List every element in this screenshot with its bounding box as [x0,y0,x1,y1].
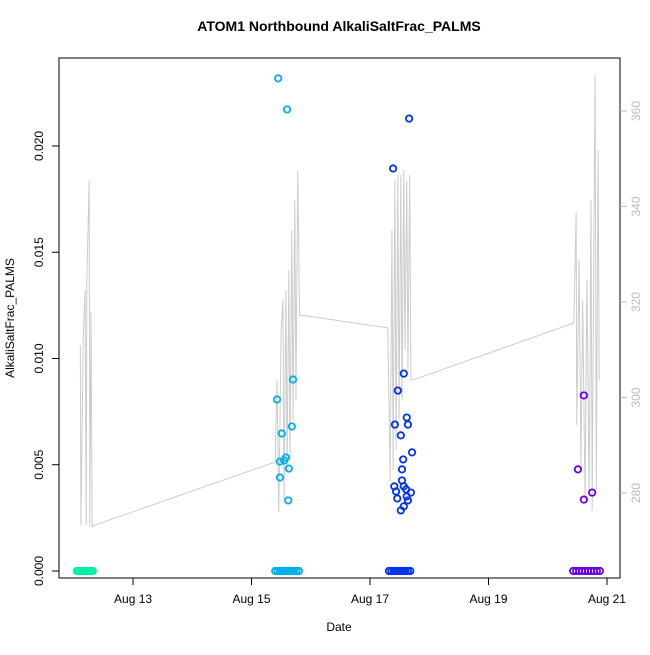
scatter-point [403,496,413,505]
y-tick-label: 0.010 [32,343,46,373]
scatter-point [588,488,597,497]
plot-frame [58,57,621,579]
x-tick-label: Aug 17 [351,592,389,606]
scatter-point [390,420,399,429]
line-series [79,74,600,528]
x-tick-label: Aug 19 [469,592,507,606]
scatter-point [403,420,413,429]
y2-tick-label: 280 [629,483,643,503]
scatter-point [393,386,402,395]
scatter-point [277,429,286,438]
scatter-point [405,114,414,123]
scatter-point [406,488,415,497]
y2-tick-label: 360 [629,101,643,121]
scatter-point [275,473,285,482]
y-axis-label: AlkaliSaltFrac_PALMS [3,258,17,378]
scatter-point [402,413,411,422]
scatter-point [275,457,285,466]
scatter-point [573,465,583,474]
scatter-point [396,431,405,440]
y-tick-label: 0.005 [32,449,46,479]
y2-tick-label: 300 [629,387,643,407]
scatter-point [407,448,417,457]
y-tick-label: 0.020 [32,131,46,161]
scatter-point [272,395,282,404]
scatter-point [287,422,296,431]
scatter-point [406,566,415,576]
scatter-point [274,74,283,83]
x-tick-label: Aug 15 [233,592,271,606]
scatter-point [282,105,292,114]
scatter-point [284,464,293,473]
y2-tick-label: 340 [629,196,643,216]
x-axis-label: Date [326,620,352,634]
x-tick-label: Aug 21 [588,592,626,606]
scatter-point [294,566,304,576]
x-tick-label: Aug 13 [114,592,152,606]
scatter-point [284,496,293,505]
y2-tick-label: 320 [629,292,643,312]
scatter-point [288,375,298,384]
scatter-point [399,455,408,464]
scatter-point [397,465,407,474]
scatter-point [389,164,398,173]
scatter-point [393,494,402,503]
y-tick-label: 0.015 [32,237,46,267]
scatter-point [592,566,601,576]
scatter-point [579,495,588,504]
scatter-point [396,506,405,515]
y-tick-label: 0.000 [32,556,46,586]
scatter-point [280,456,289,465]
scatter-point [579,391,588,400]
scatter-point [595,566,604,576]
scatter-point [88,566,97,576]
chart-title: ATOM1 Northbound AlkaliSaltFrac_PALMS [197,18,480,34]
scatter-point [399,369,408,378]
